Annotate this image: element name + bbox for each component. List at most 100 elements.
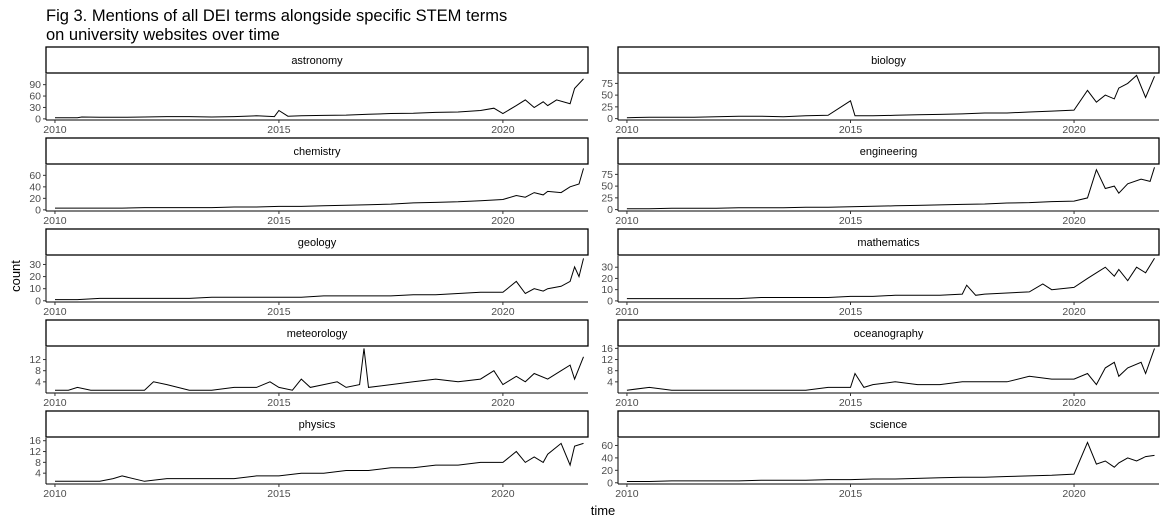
y-tick-label: 0 [35,113,41,125]
x-tick-label: 2010 [43,215,67,227]
strip-label: biology [871,55,906,67]
y-tick-label: 75 [601,169,613,181]
series-line-science [626,441,1155,482]
y-tick-label: 20 [601,465,613,477]
x-tick-label: 2015 [267,215,291,227]
y-tick-label: 12 [601,354,613,366]
x-tick-label: 2010 [43,488,67,500]
x-tick-label: 2020 [1062,215,1086,227]
y-tick-label: 4 [607,376,613,388]
x-tick-label: 2010 [43,124,67,136]
series-line-mathematics [626,257,1155,300]
series-line-oceanography [626,348,1155,391]
y-tick-label: 30 [29,102,41,114]
strip-label: chemistry [293,146,341,158]
y-tick-label: 75 [601,78,613,90]
chart-title-line-1: Fig 3. Mentions of all DEI terms alongsi… [46,7,508,25]
x-tick-label: 2015 [267,488,291,500]
strip-label: meteorology [287,328,348,340]
x-tick-label: 2020 [1062,124,1086,136]
x-tick-label: 2010 [43,306,67,318]
y-tick-label: 30 [29,259,41,271]
y-tick-label: 12 [29,354,41,366]
y-tick-label: 0 [35,204,41,216]
y-tick-label: 0 [607,204,613,216]
y-tick-label: 60 [601,440,613,452]
strip-label: geology [298,237,337,249]
x-tick-label: 2020 [491,397,515,409]
strip-label: engineering [860,146,918,158]
y-tick-label: 10 [601,284,613,296]
x-tick-label: 2020 [1062,306,1086,318]
x-tick-label: 2015 [839,124,863,136]
strip-astronomy [45,46,589,74]
y-tick-label: 4 [35,468,41,480]
strip-engineering [617,137,1160,165]
strip-label: mathematics [857,237,920,249]
chart-title-line-2: on university websites over time [46,26,280,44]
y-tick-label: 0 [607,113,613,125]
series-line-biology [626,74,1155,119]
y-tick-label: 0 [607,295,613,307]
y-tick-label: 16 [29,435,41,447]
y-tick-label: 50 [601,181,613,193]
y-tick-label: 20 [29,193,41,205]
x-tick-label: 2010 [615,397,639,409]
x-tick-label: 2020 [1062,488,1086,500]
series-line-astronomy [55,78,584,119]
y-tick-label: 60 [29,91,41,103]
y-tick-label: 16 [601,343,613,355]
x-tick-label: 2015 [839,215,863,227]
y-tick-label: 20 [601,273,613,285]
y-tick-label: 90 [29,79,41,91]
y-tick-label: 10 [29,283,41,295]
y-tick-label: 50 [601,90,613,102]
y-tick-label: 25 [601,192,613,204]
y-tick-label: 0 [607,477,613,489]
strip-label: astronomy [291,55,343,67]
chart-title: Fig 3. Mentions of all DEI terms alongsi… [46,7,507,45]
strip-biology [617,46,1160,74]
x-tick-label: 2010 [615,215,639,227]
x-tick-label: 2020 [1062,397,1086,409]
x-tick-label: 2010 [615,124,639,136]
strip-physics [45,410,589,438]
strip-geology [45,228,589,256]
y-axis-title: count [8,260,23,292]
y-tick-label: 8 [35,457,41,469]
series-line-geology [55,258,584,301]
x-tick-label: 2010 [615,306,639,318]
y-tick-label: 4 [35,376,41,388]
x-tick-label: 2015 [267,124,291,136]
x-tick-label: 2020 [491,215,515,227]
x-tick-label: 2020 [491,488,515,500]
x-tick-label: 2015 [267,306,291,318]
x-tick-label: 2015 [267,397,291,409]
x-tick-label: 2015 [839,397,863,409]
y-tick-label: 25 [601,101,613,113]
strip-mathematics [617,228,1160,256]
strip-label: oceanography [854,328,924,340]
x-tick-label: 2015 [839,488,863,500]
x-tick-label: 2020 [491,306,515,318]
series-line-meteorology [55,348,584,391]
y-tick-label: 40 [29,181,41,193]
x-tick-label: 2010 [615,488,639,500]
y-tick-label: 0 [35,295,41,307]
y-tick-label: 8 [35,365,41,377]
strip-chemistry [45,137,589,165]
y-tick-label: 20 [29,271,41,283]
strip-meteorology [45,319,589,347]
y-tick-label: 60 [29,170,41,182]
x-tick-label: 2010 [43,397,67,409]
